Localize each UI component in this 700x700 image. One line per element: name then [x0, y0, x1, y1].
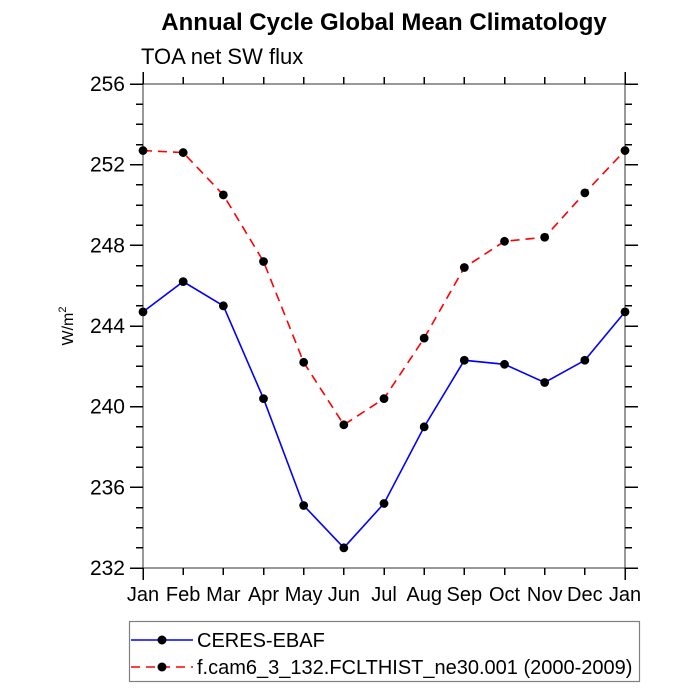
data-point-marker — [500, 359, 509, 369]
data-point-marker — [299, 501, 309, 510]
data-point-marker — [178, 148, 188, 157]
y-tick-label: 252 — [90, 154, 125, 177]
y-tick-label: 240 — [90, 396, 125, 419]
x-tick-label: Jan — [609, 584, 641, 606]
x-tick-label: Jul — [371, 584, 397, 606]
data-point-marker — [419, 333, 429, 343]
data-point-marker — [339, 420, 349, 430]
data-point-marker — [419, 422, 429, 432]
data-point-marker — [459, 263, 469, 272]
plot-box — [142, 83, 626, 569]
legend-marker-dot — [157, 662, 167, 672]
x-tick-label: Nov — [527, 584, 563, 606]
y-tick-label: 232 — [90, 557, 125, 580]
data-point-marker — [500, 236, 509, 246]
legend-label: f.cam6_3_132.FCLTHIST_ne30.001 (2000-200… — [197, 657, 632, 679]
x-tick-label: Oct — [489, 584, 521, 606]
y-tick-label: 248 — [90, 234, 125, 257]
chart-subtitle: TOA net SW flux — [141, 44, 303, 69]
x-tick-label: Mar — [206, 584, 241, 606]
legend-label: CERES-EBAF — [197, 630, 325, 652]
x-tick-label: Aug — [406, 584, 442, 606]
x-tick-label: Feb — [166, 584, 200, 606]
x-tick-label: Apr — [248, 584, 279, 606]
x-tick-label: Jun — [328, 584, 360, 606]
data-point-marker — [620, 146, 630, 155]
data-point-marker — [218, 190, 228, 200]
series-model-run — [138, 146, 630, 430]
data-point-marker — [540, 232, 550, 242]
data-point-marker — [218, 301, 228, 311]
series-line — [142, 149, 626, 426]
y-tick-label: 236 — [90, 476, 125, 499]
legend-entry-ceres-ebaf: CERES-EBAF — [131, 630, 325, 652]
legend-marker-dot — [157, 635, 167, 645]
x-tick-label: Jan — [127, 584, 159, 606]
series-line — [142, 280, 626, 550]
x-tick-label: May — [285, 584, 323, 606]
y-tick-label: 256 — [90, 73, 125, 96]
data-point-marker — [620, 307, 630, 317]
y-tick-label: 244 — [90, 315, 125, 338]
data-point-marker — [138, 146, 148, 155]
data-point-marker — [259, 394, 268, 403]
data-point-marker — [540, 378, 550, 387]
data-point-marker — [299, 357, 309, 367]
x-tick-label: Sep — [447, 584, 483, 606]
data-point-marker — [379, 499, 389, 508]
data-point-marker — [138, 307, 148, 317]
axes: Jan Feb Mar Apr May Jun Jul Aug Sep Oct Nov Dec Jan2… — [90, 72, 641, 606]
data-point-marker — [379, 394, 389, 403]
data-point-marker — [580, 355, 590, 365]
chart-title: Annual Cycle Global Mean Climatology — [161, 9, 607, 36]
data-point-marker — [259, 257, 268, 266]
legend: CERES-EBAF f.cam6_3_132.FCLTHIST_ne30.00… — [128, 620, 641, 683]
x-tick-label: Dec — [567, 584, 603, 606]
data-series — [138, 146, 630, 553]
data-point-marker — [580, 188, 590, 198]
series-ceres-ebaf — [138, 277, 630, 553]
data-point-marker — [178, 277, 188, 287]
data-point-marker — [459, 355, 469, 365]
legend-box — [128, 620, 641, 683]
data-point-marker — [339, 543, 349, 553]
legend-entry-model-run: f.cam6_3_132.FCLTHIST_ne30.001 (2000-200… — [131, 657, 632, 679]
y-axis-label: W/m2 — [57, 307, 77, 346]
